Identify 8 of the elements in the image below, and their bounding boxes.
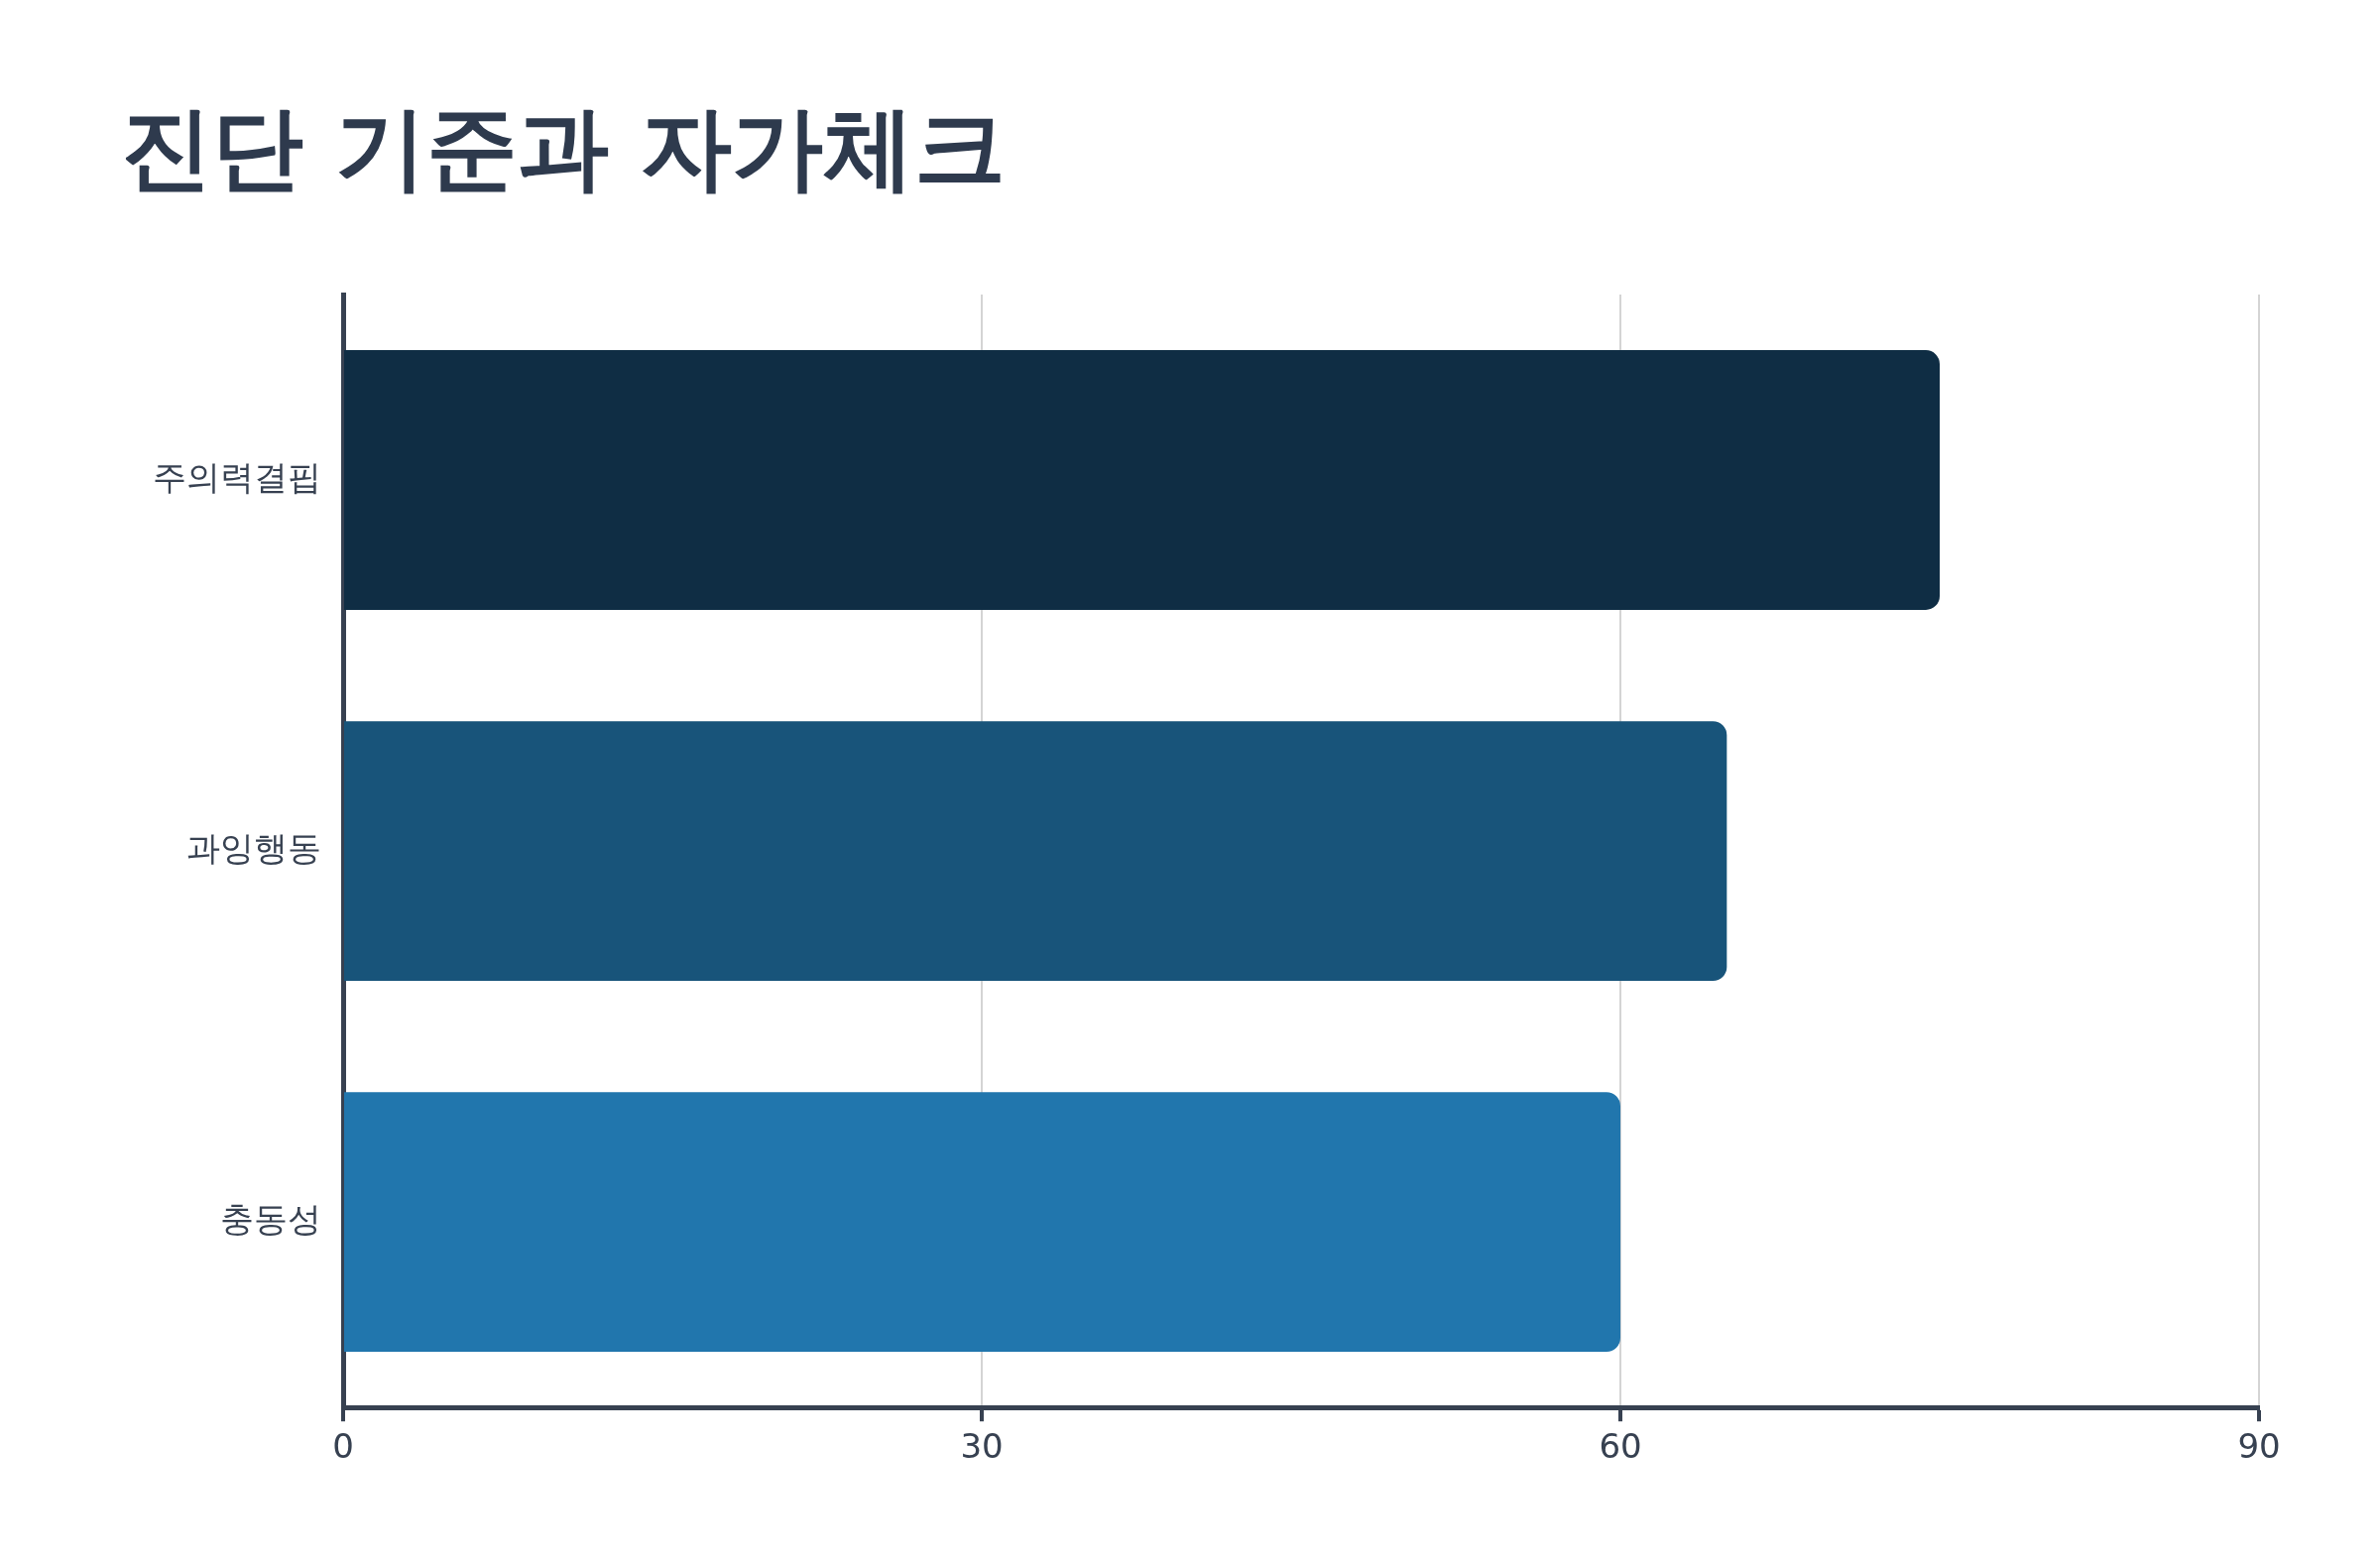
y-tick-label: 충동성 (220, 1198, 321, 1239)
chart-title: 진단 기준과 자가체크 (121, 94, 1007, 203)
x-tick-label: 0 (332, 1426, 354, 1467)
y-tick-label: 과잉행동 (186, 827, 321, 868)
y-tick-label: 주의력결핍 (153, 456, 321, 497)
x-tick-label: 30 (960, 1426, 1004, 1467)
x-tick-label: 60 (1599, 1426, 1642, 1467)
x-tick-label: 90 (2237, 1426, 2281, 1467)
